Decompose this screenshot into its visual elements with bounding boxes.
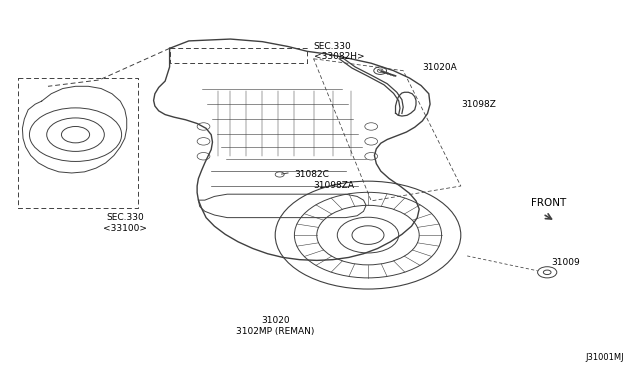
Text: 31020: 31020 [261, 316, 289, 325]
Text: 31009: 31009 [552, 258, 580, 267]
Text: 31098Z: 31098Z [461, 100, 495, 109]
Text: FRONT: FRONT [531, 198, 566, 208]
Text: 3102MP (REMAN): 3102MP (REMAN) [236, 327, 314, 336]
Text: <33100>: <33100> [103, 224, 147, 233]
Text: SEC.330: SEC.330 [314, 42, 351, 51]
Text: 31098ZA: 31098ZA [314, 182, 355, 190]
Text: <33082H>: <33082H> [314, 52, 364, 61]
Text: 31020A: 31020A [422, 63, 457, 72]
Text: 31082C: 31082C [294, 170, 329, 179]
Text: SEC.330: SEC.330 [106, 213, 143, 222]
Text: J31001MJ: J31001MJ [586, 353, 624, 362]
